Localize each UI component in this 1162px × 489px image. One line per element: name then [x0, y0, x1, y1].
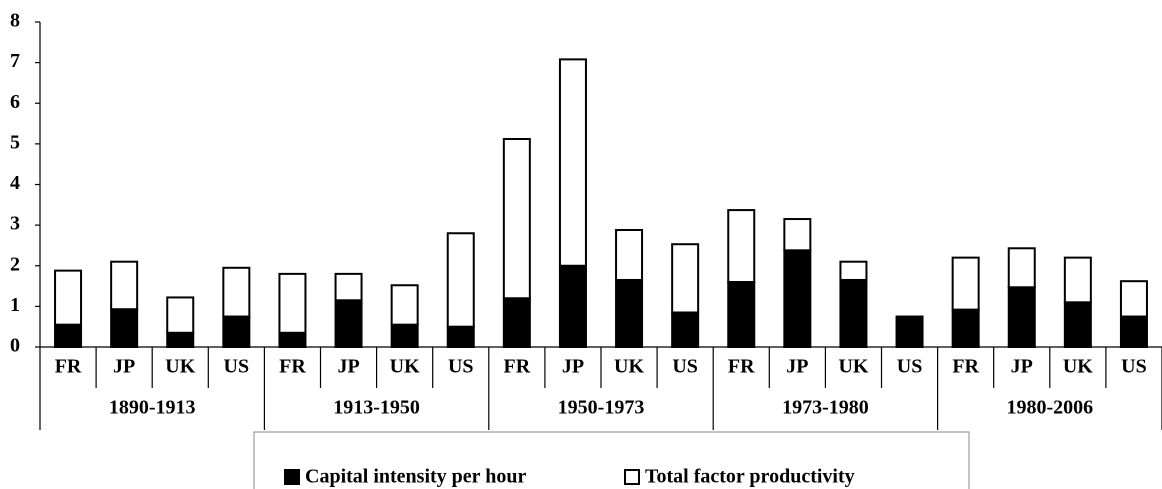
bar-segment: [727, 209, 756, 283]
x-tick-label: FR: [279, 356, 306, 378]
x-tick-label: FR: [504, 356, 531, 378]
x-tick-label: US: [897, 356, 923, 378]
bar-segment: [222, 266, 251, 318]
bar-segment: [502, 297, 531, 348]
bar-segment: [671, 311, 700, 348]
bar-segment: [1063, 256, 1092, 304]
bar-segment: [1119, 280, 1148, 318]
bar-segment: [446, 325, 475, 348]
bar-segment: [1007, 247, 1036, 289]
legend-label: Capital intensity per hour: [305, 466, 526, 488]
bar-segment: [54, 323, 83, 348]
bar-segment: [278, 331, 307, 348]
x-tick-label: JP: [1011, 356, 1033, 378]
legend-box: [253, 431, 970, 489]
x-tick-label: US: [672, 356, 698, 378]
group-label: 1913-1950: [333, 397, 420, 419]
x-tick-label: JP: [337, 356, 359, 378]
x-tick-label: JP: [562, 356, 584, 378]
bar-segment: [895, 315, 924, 348]
bar-segment: [166, 331, 195, 348]
x-tick-label: JP: [113, 356, 135, 378]
bar-segment: [615, 229, 644, 281]
bar-segment: [615, 278, 644, 348]
bar-segment: [783, 218, 812, 252]
bar-segment: [839, 260, 868, 281]
x-tick-label: UK: [614, 356, 644, 378]
bar-segment: [558, 264, 587, 348]
bar-segment: [54, 269, 83, 326]
group-label: 1973-1980: [782, 397, 869, 419]
y-tick-label: 3: [10, 213, 20, 235]
bar-segment: [222, 315, 251, 348]
bar-segment: [166, 296, 195, 334]
bar-segment: [558, 58, 587, 267]
y-tick-label: 2: [10, 253, 20, 275]
bar-segment: [783, 249, 812, 348]
bar-segment: [951, 308, 980, 348]
bar-segment: [727, 281, 756, 348]
x-tick-label: US: [1121, 356, 1147, 378]
group-label: 1980-2006: [1006, 397, 1093, 419]
x-tick-label: JP: [786, 356, 808, 378]
x-tick-label: FR: [952, 356, 979, 378]
bar-segment: [278, 272, 307, 334]
legend-label: Total factor productivity: [645, 466, 855, 488]
y-tick-label: 5: [10, 131, 20, 153]
group-label: 1950-1973: [558, 397, 645, 419]
bar-segment: [334, 272, 363, 302]
y-tick-label: 7: [10, 50, 20, 72]
x-tick-label: UK: [838, 356, 868, 378]
bar-segment: [390, 284, 419, 326]
bar-segment: [1119, 315, 1148, 348]
bar-segment: [1063, 301, 1092, 348]
x-tick-label: US: [224, 356, 250, 378]
bar-segment: [1007, 286, 1036, 348]
y-tick-label: 1: [10, 294, 20, 316]
y-tick-label: 4: [10, 172, 20, 194]
x-tick-label: FR: [55, 356, 82, 378]
bar-segment: [839, 278, 868, 348]
x-tick-label: US: [448, 356, 474, 378]
x-tick-label: UK: [1063, 356, 1093, 378]
bar-segment: [390, 323, 419, 348]
bar-segment: [502, 138, 531, 300]
legend-swatch: [624, 469, 640, 485]
bar-segment: [446, 232, 475, 328]
y-tick-label: 0: [10, 335, 20, 357]
legend-swatch: [284, 469, 300, 485]
bar-segment: [671, 243, 700, 314]
group-label: 1890-1913: [109, 397, 196, 419]
y-tick-label: 6: [10, 91, 20, 113]
bar-segment: [334, 299, 363, 348]
x-tick-label: FR: [728, 356, 755, 378]
y-tick-label: 8: [10, 10, 20, 32]
bar-segment: [951, 256, 980, 311]
bar-segment: [110, 308, 139, 348]
x-tick-label: UK: [165, 356, 195, 378]
bar-segment: [110, 260, 139, 311]
x-tick-label: UK: [390, 356, 420, 378]
